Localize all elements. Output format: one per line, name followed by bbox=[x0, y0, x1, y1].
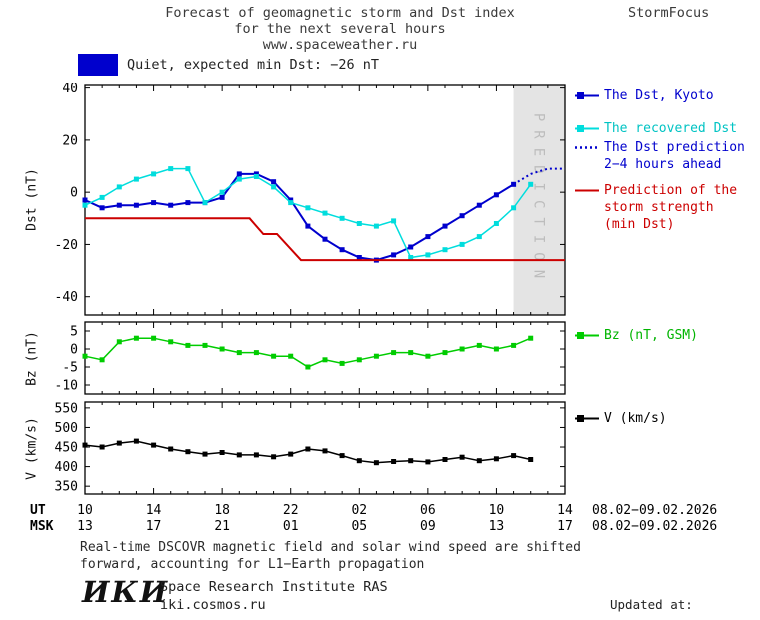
storm-strength-marker-icon bbox=[575, 189, 599, 192]
legend-storm-label-3: (min Dst) bbox=[604, 217, 675, 232]
legend-storm-strength: Prediction of the bbox=[575, 183, 737, 198]
legend-v-label: V (km/s) bbox=[604, 411, 667, 426]
ut-axis-name: UT bbox=[30, 503, 46, 518]
x-tick-label: 09 bbox=[420, 519, 436, 534]
dst-kyoto-marker-icon bbox=[575, 92, 599, 99]
x-tick-label: 22 bbox=[282, 503, 299, 518]
legend-bz-label: Bz (nT, GSM) bbox=[604, 328, 698, 343]
updated-label: Updated at: bbox=[610, 597, 693, 612]
ut-axis-row: UT 08.02−09.02.2026 10 14 18 22 02 06 10 14 bbox=[0, 503, 760, 519]
footnote-line1: Real-time DSCOVR magnetic field and sola… bbox=[80, 540, 581, 555]
legend-storm-label-1: Prediction of the bbox=[604, 183, 738, 198]
msk-daterange: 08.02−09.02.2026 bbox=[592, 519, 718, 534]
footnote: Real-time DSCOVR magnetic field and sola… bbox=[80, 539, 581, 573]
legend-storm-label-2: storm strength bbox=[604, 200, 714, 215]
msk-axis-row: MSK 08.02−09.02.2026 13 17 21 01 05 09 13 17 bbox=[0, 519, 760, 535]
x-tick-label: 18 bbox=[214, 503, 230, 518]
v-chart: 350 400 450 500 550 bbox=[55, 401, 566, 495]
v-axis-label: V (km/s) bbox=[24, 417, 40, 480]
legend-dst-kyoto: The Dst, Kyoto bbox=[575, 88, 714, 103]
legend-recovered-label: The recovered Dst bbox=[604, 121, 738, 136]
svg-text:-5: -5 bbox=[62, 361, 78, 376]
legend-prediction: The Dst prediction bbox=[575, 140, 745, 155]
x-tick-label: 01 bbox=[282, 519, 299, 534]
institute-name: Space Research Institute RAS bbox=[160, 579, 388, 595]
svg-text:500: 500 bbox=[55, 421, 78, 436]
x-tick-label: 06 bbox=[420, 503, 436, 518]
legend-dst-kyoto-label: The Dst, Kyoto bbox=[604, 88, 714, 103]
svg-text:-20: -20 bbox=[55, 238, 78, 253]
site-url: www.spaceweather.ru bbox=[262, 37, 418, 53]
institute-site: iki.cosmos.ru bbox=[160, 597, 266, 613]
svg-text:-40: -40 bbox=[55, 290, 78, 305]
svg-text:0: 0 bbox=[70, 343, 78, 358]
svg-text:350: 350 bbox=[55, 480, 78, 495]
dst-chart: PREDICTION -40 -20 0 20 40 bbox=[55, 83, 566, 316]
legend-v: V (km/s) bbox=[575, 411, 667, 426]
svg-text:0: 0 bbox=[70, 186, 78, 201]
brand-name: StormFocus bbox=[628, 5, 710, 21]
status-color-box bbox=[78, 54, 118, 76]
title-line2: for the next several hours bbox=[234, 21, 446, 37]
legend-bz: Bz (nT, GSM) bbox=[575, 328, 698, 343]
page-title: Forecast of geomagnetic storm and Dst in… bbox=[120, 5, 560, 53]
msk-axis-name: MSK bbox=[30, 519, 54, 534]
v-marker-icon bbox=[575, 415, 599, 422]
legend-prediction-label-1: The Dst prediction bbox=[604, 140, 745, 155]
bz-marker-icon bbox=[575, 332, 599, 339]
x-tick-label: 10 bbox=[488, 503, 505, 518]
bz-chart: -10 -5 0 5 bbox=[55, 321, 566, 395]
ut-daterange: 08.02−09.02.2026 bbox=[592, 503, 718, 518]
x-tick-label: 17 bbox=[557, 519, 573, 534]
dst-axis-label: Dst (nT) bbox=[24, 168, 40, 231]
legend-prediction-label-2: 2−4 hours ahead bbox=[604, 157, 722, 172]
iki-logo: ИКИ bbox=[82, 575, 170, 609]
svg-text:5: 5 bbox=[70, 325, 78, 340]
svg-text:20: 20 bbox=[62, 133, 78, 148]
status-row: Quiet, expected min Dst: −26 nT bbox=[78, 54, 379, 76]
x-tick-label: 02 bbox=[351, 503, 368, 518]
x-tick-label: 05 bbox=[351, 519, 368, 534]
x-tick-label: 21 bbox=[214, 519, 230, 534]
status-label: Quiet, expected min Dst: −26 nT bbox=[127, 57, 379, 73]
footnote-line2: forward, accounting for L1−Earth propaga… bbox=[80, 557, 425, 572]
svg-text:550: 550 bbox=[55, 401, 78, 416]
svg-text:PREDICTION: PREDICTION bbox=[530, 113, 546, 287]
x-tick-label: 13 bbox=[77, 519, 93, 534]
legend-recovered: The recovered Dst bbox=[575, 121, 737, 136]
x-tick-label: 10 bbox=[77, 503, 93, 518]
recovered-marker-icon bbox=[575, 125, 599, 132]
svg-text:450: 450 bbox=[55, 441, 78, 456]
x-tick-label: 13 bbox=[488, 519, 505, 534]
title-line1: Forecast of geomagnetic storm and Dst in… bbox=[165, 5, 515, 21]
x-tick-label: 14 bbox=[557, 503, 573, 518]
svg-text:-10: -10 bbox=[55, 379, 78, 394]
svg-text:400: 400 bbox=[55, 460, 78, 475]
svg-text:40: 40 bbox=[62, 83, 78, 96]
updated-block: Updated at: UT 10:05, 09.02.2026 MSK 13:… bbox=[600, 565, 758, 620]
x-tick-label: 17 bbox=[145, 519, 162, 534]
prediction-marker-icon bbox=[575, 146, 599, 149]
x-tick-label: 14 bbox=[145, 503, 162, 518]
